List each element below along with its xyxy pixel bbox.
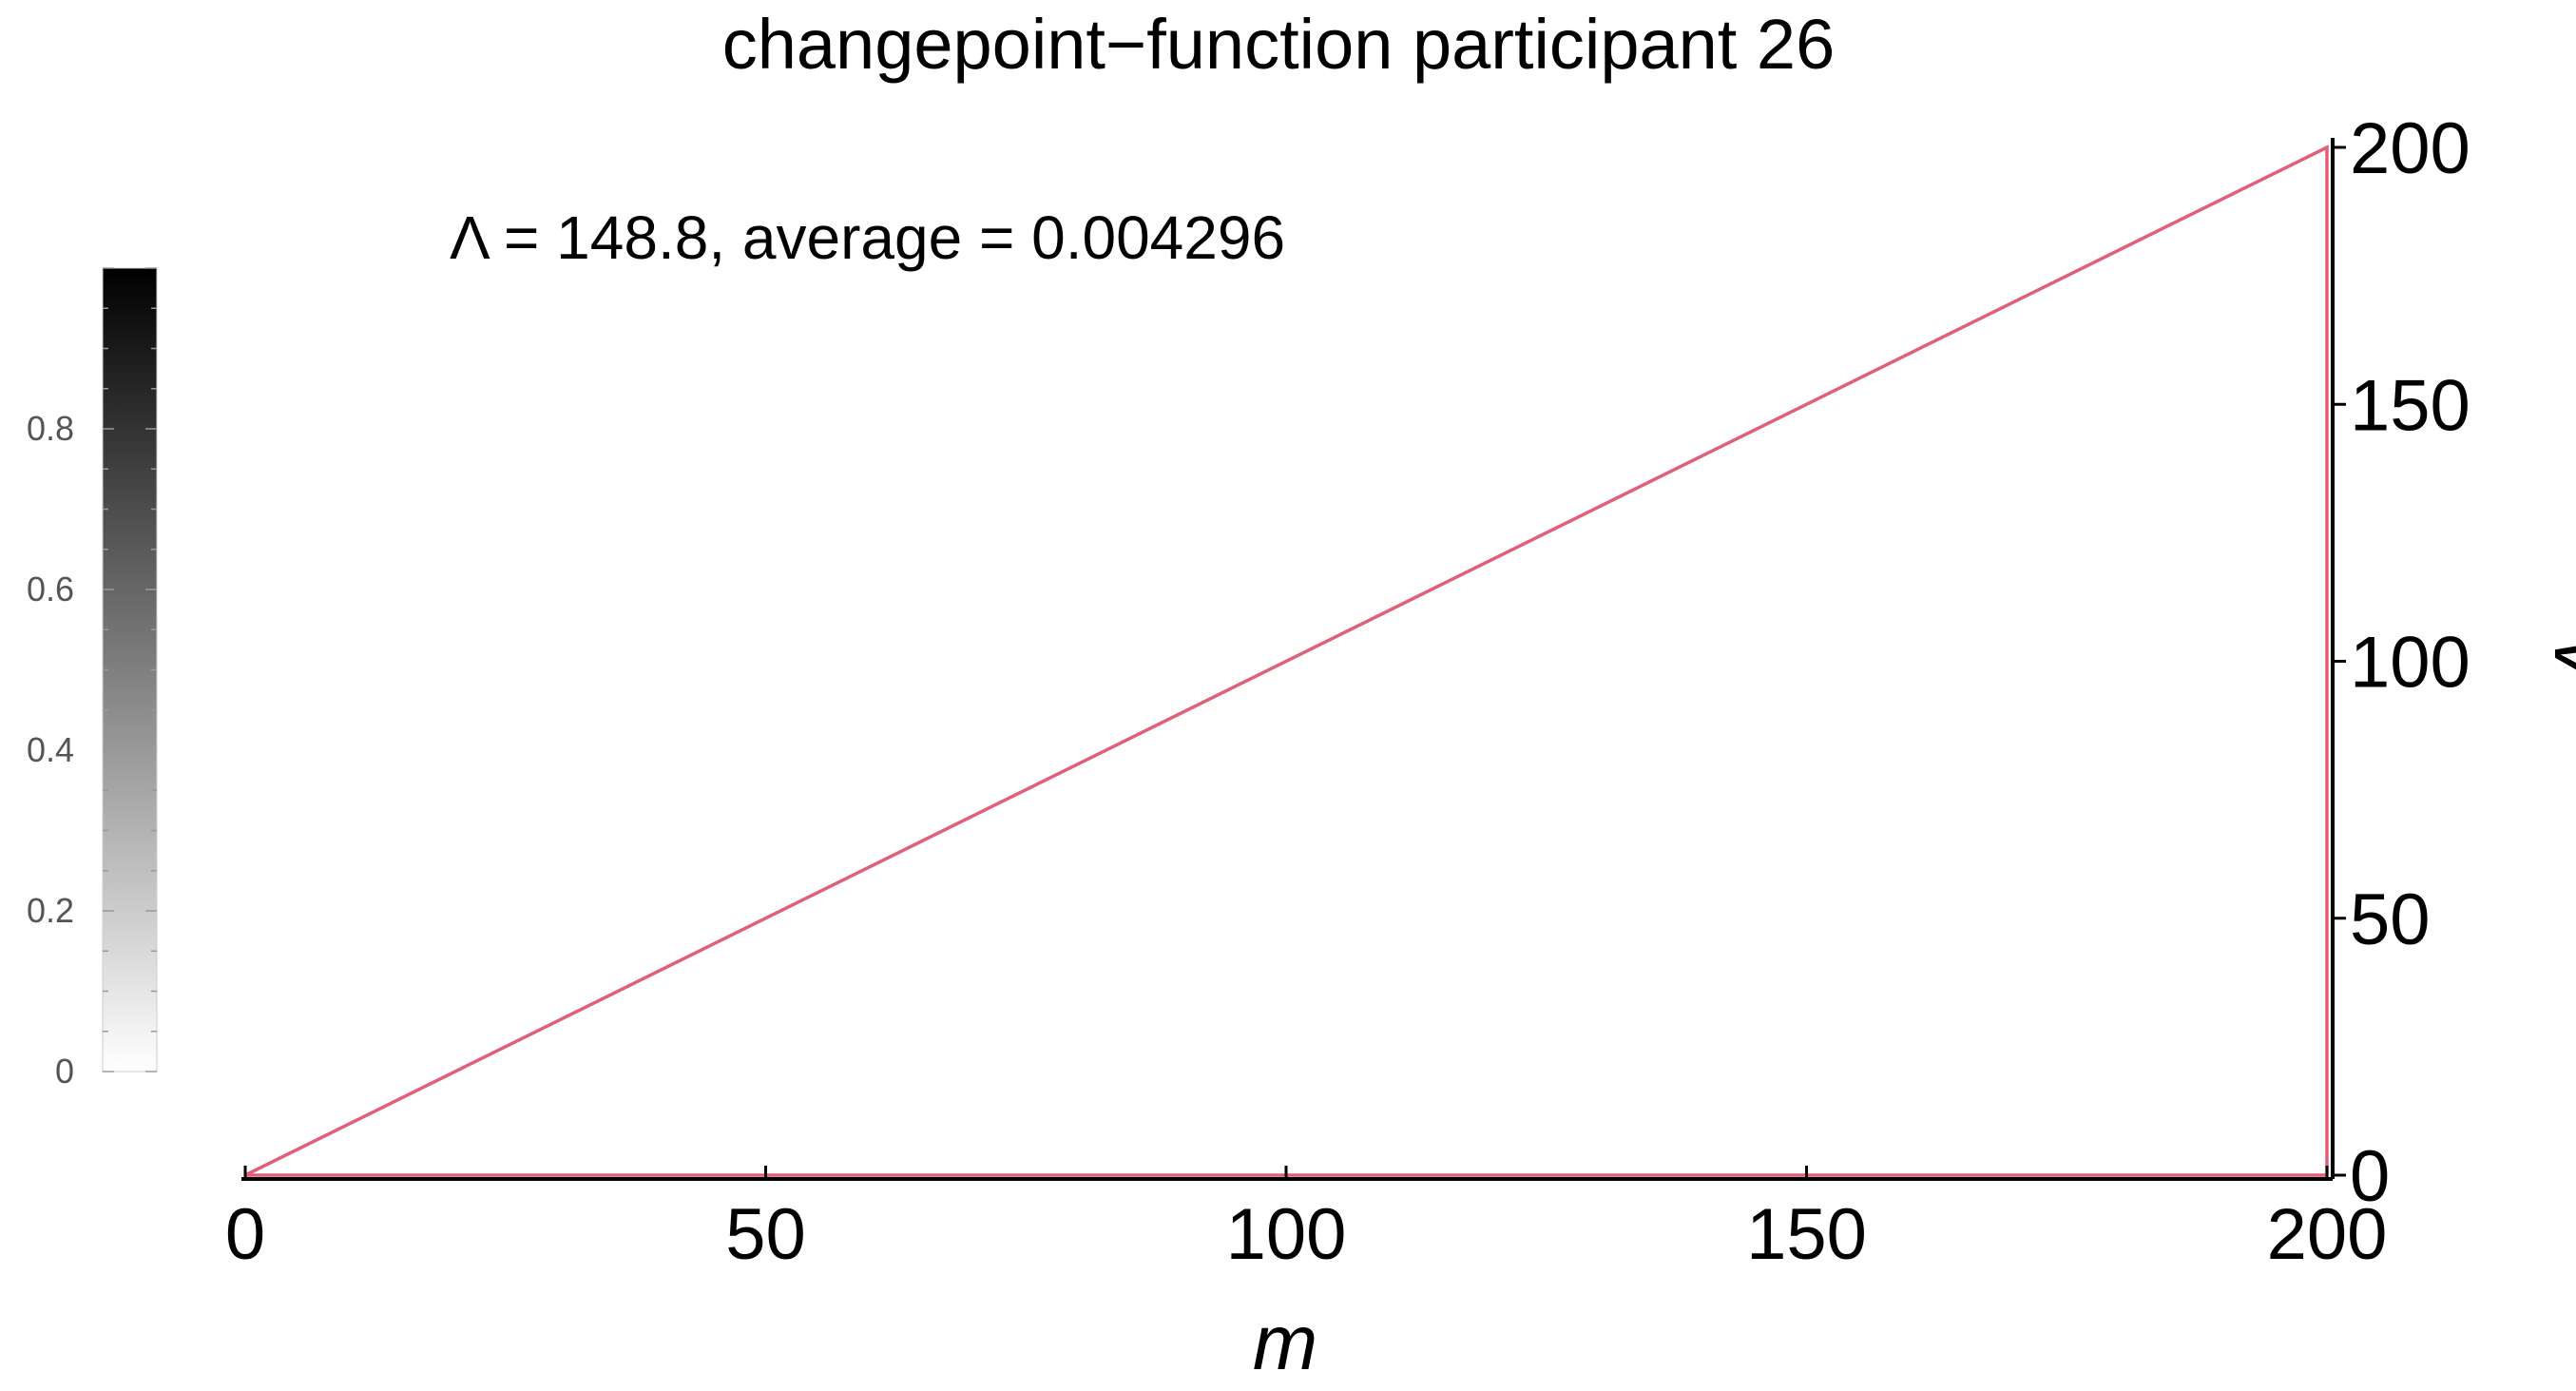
colorbar-tick-label: 0.6: [27, 570, 74, 609]
colorbar-gradient: [102, 267, 158, 1072]
region-outline: [244, 145, 2329, 1177]
x-axis-label: m: [1253, 1300, 1317, 1386]
chart-title: changepoint−function participant 26: [722, 5, 1836, 84]
y-axis-label: v: [2538, 639, 2576, 682]
colorbar-ticks: 0 0.2 0.4 0.6 0.8: [27, 267, 157, 1091]
y-tick-label: 0: [2350, 1136, 2390, 1217]
y-tick-label: 200: [2350, 108, 2470, 189]
y-tick-label: 150: [2350, 365, 2470, 446]
colorbar-tick-label: 0.2: [27, 891, 74, 930]
x-tick-label: 150: [1746, 1194, 1867, 1275]
x-tick-label: 0: [225, 1194, 265, 1275]
y-tick-label: 100: [2350, 623, 2470, 704]
colorbar-tick-label: 0.4: [27, 730, 74, 769]
x-axis-ticks: 0 50 100 150 200: [225, 1166, 2388, 1275]
x-tick-label: 200: [2267, 1194, 2388, 1275]
colorbar-tick-label: 0.8: [27, 409, 74, 448]
plot-area: 0 50 100 150 200 0 50 100 150 200: [225, 108, 2470, 1275]
x-tick-label: 50: [725, 1194, 806, 1275]
colorbar: 0 0.2 0.4 0.6 0.8: [27, 267, 158, 1091]
chart-annotation: Λ = 148.8, average = 0.004296: [450, 203, 1285, 272]
y-axis-ticks: 0 50 100 150 200: [2333, 108, 2470, 1217]
x-tick-label: 100: [1226, 1194, 1347, 1275]
y-tick-label: 50: [2350, 879, 2431, 960]
colorbar-tick-label: 0: [55, 1052, 74, 1091]
